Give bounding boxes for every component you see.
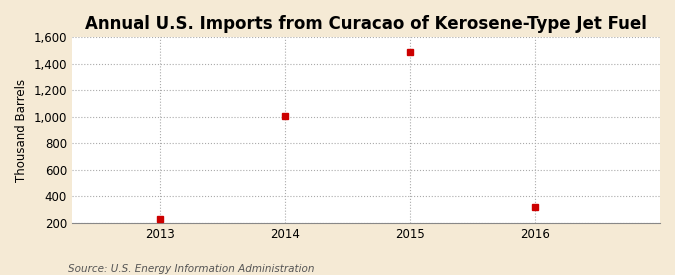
Text: Source: U.S. Energy Information Administration: Source: U.S. Energy Information Administ… — [68, 264, 314, 274]
Title: Annual U.S. Imports from Curacao of Kerosene-Type Jet Fuel: Annual U.S. Imports from Curacao of Kero… — [85, 15, 647, 33]
Y-axis label: Thousand Barrels: Thousand Barrels — [15, 79, 28, 182]
